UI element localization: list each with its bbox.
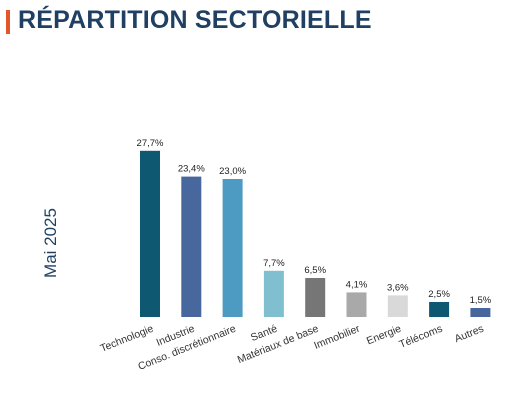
- bar-conso-discretionnaire: [222, 179, 243, 317]
- data-label-autres: 1,5%: [470, 295, 492, 306]
- category-label-telecoms: Télécoms: [398, 323, 445, 351]
- data-label-telecoms: 2,5%: [428, 289, 450, 300]
- data-label-conso-discretionnaire: 23,0%: [219, 166, 246, 177]
- bar-energie: [387, 295, 408, 317]
- bar-technologie: [140, 150, 160, 317]
- bar-industrie: [181, 176, 202, 317]
- data-label-technologie: 27,7%: [137, 138, 164, 149]
- title-accent-bar: [6, 10, 10, 34]
- category-label-immobilier: Immobilier: [312, 322, 362, 351]
- data-label-immobilier: 4,1%: [346, 279, 368, 290]
- data-labels-group: 27,7% 23,4% 23,0% 7,7% 6,5% 4,1% 3,6% 2,5% 1,5%: [137, 138, 492, 306]
- category-label-energie: Energie: [365, 323, 403, 348]
- page-title: RÉPARTITION SECTORIELLE: [18, 6, 372, 34]
- bar-materiaux-de-base: [305, 278, 326, 317]
- category-label-materiaux-de-base: Matériaux de base: [236, 323, 321, 367]
- category-label-technologie: Technologie: [99, 323, 156, 355]
- bar-telecoms: [429, 302, 450, 317]
- data-label-sante: 7,7%: [263, 258, 285, 269]
- bar-autres: [470, 308, 491, 317]
- bar-sante: [263, 270, 284, 317]
- data-label-materiaux-de-base: 6,5%: [304, 265, 326, 276]
- data-label-industrie: 23,4%: [178, 164, 205, 175]
- bar-immobilier: [346, 292, 367, 317]
- category-label-autres: Autres: [453, 323, 486, 345]
- data-label-energie: 3,6%: [387, 282, 409, 293]
- bars-group: [140, 150, 491, 317]
- y-axis-label: Mai 2025: [41, 208, 60, 278]
